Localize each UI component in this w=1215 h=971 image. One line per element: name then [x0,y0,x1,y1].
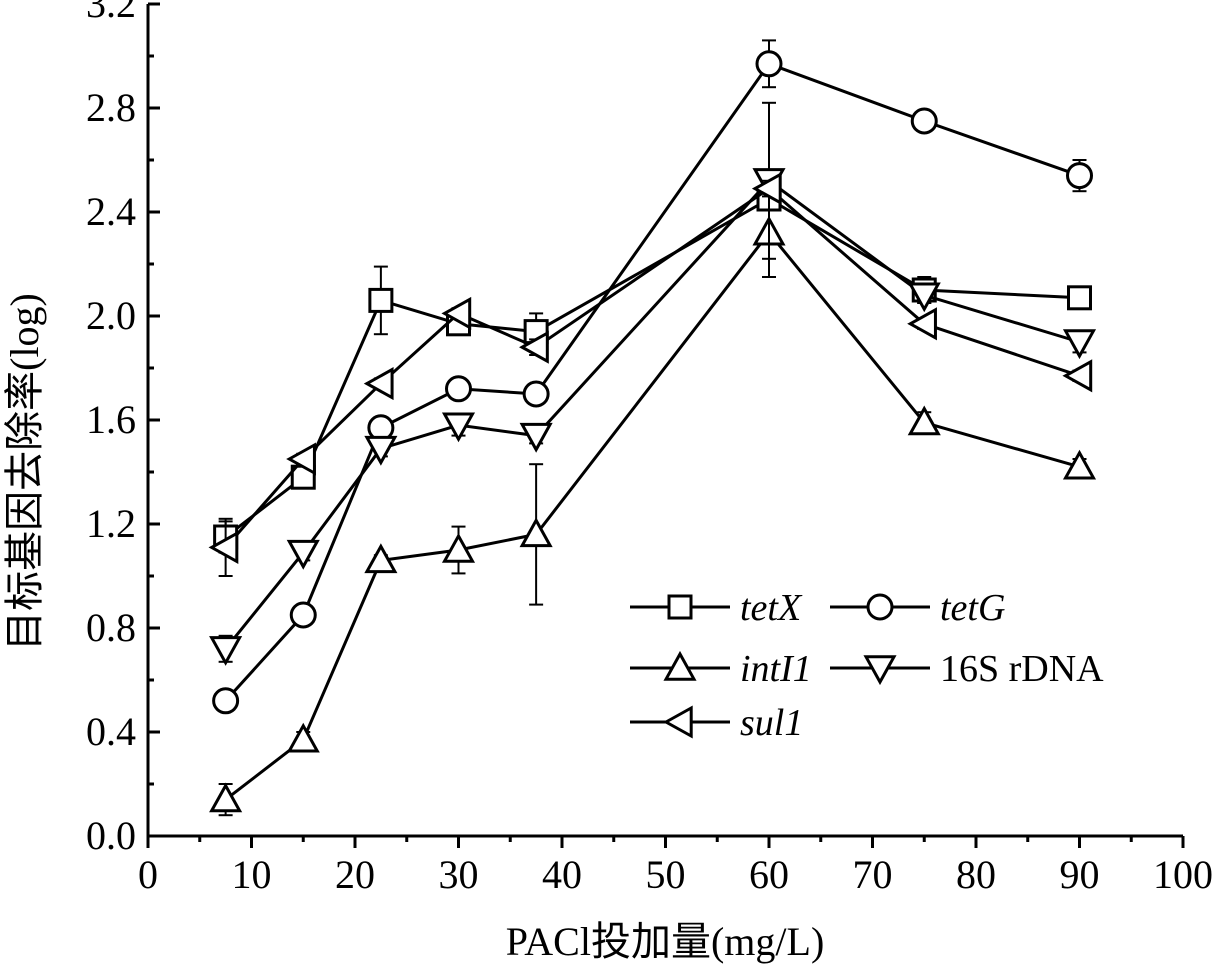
plot-area [208,39,1097,817]
y-tick-label: 0.8 [86,605,136,650]
x-tick-label: 100 [1153,852,1213,897]
data-point-inti1 [907,405,941,436]
x-tick-label: 20 [335,852,375,897]
legend: tetX tetG intI1 16S rDNA sul1 [630,587,1104,744]
y-tick-label: 1.2 [86,501,136,546]
legend-marker [662,705,693,739]
data-point-inti1 [286,722,320,753]
y-tick-label: 3.2 [86,0,136,26]
y-tick-label: 2.8 [86,85,136,130]
data-point-sul1 [751,172,782,206]
series-sul1 [208,172,1093,577]
data-point-16s-rdna [209,636,243,666]
axes: 0.0 0.4 0.8 1.2 1.6 2.0 2.4 2.8 3.2 0 10 20 30 40 50 60… [86,0,1213,897]
data-point-tetg [289,601,317,629]
legend-label: tetX [740,587,803,629]
x-tick-label: 10 [232,852,272,897]
data-point-inti1 [1062,449,1097,480]
data-point-16s-rdna [441,412,476,443]
x-tick-label: 80 [956,852,996,897]
x-tick-label: 50 [646,852,686,897]
legend-item-tetx: tetX [630,587,803,629]
data-point-sul1 [441,296,472,330]
data-point-inti1 [364,543,398,574]
y-tick-label: 2.0 [86,293,136,338]
data-point-tetg [522,380,550,408]
y-tick-label: 1.6 [86,397,136,442]
data-point-tetg [910,107,938,135]
data-point-inti1 [519,517,553,548]
series-tetx [213,186,1092,554]
data-point-tetg [1066,162,1093,190]
data-point-sul1 [519,330,549,364]
data-point-inti1 [209,782,243,813]
data-point-sul1 [1062,359,1093,393]
y-tick-label: 0.4 [86,709,136,754]
data-point-inti1 [441,532,476,563]
x-tick-label: 0 [138,852,158,897]
x-tick-label: 60 [749,852,789,897]
x-tick-label: 40 [542,852,582,897]
legend-marker [663,650,697,681]
data-point-tetg [445,375,472,403]
legend-marker [667,594,693,620]
series-16s-rdna [209,101,1097,666]
y-tick-label: 0.0 [86,813,136,858]
series-line-sul1 [224,186,1080,549]
legend-label: intI1 [740,648,812,690]
data-point-tetx [1067,285,1092,311]
data-point-16s-rdna [364,435,398,466]
series-line-inti1 [224,230,1080,801]
legend-item-inti1: intI1 [630,648,812,690]
legend-marker [866,593,894,621]
series-inti1 [209,187,1097,817]
x-tick-label: 30 [439,852,479,897]
data-point-16s-rdna [286,539,320,570]
x-tick-label: 70 [853,852,893,897]
data-point-16s-rdna [1062,329,1097,360]
legend-item-16s-rdna: 16S rDNA [830,648,1104,690]
data-point-sul1 [208,530,239,564]
legend-item-sul1: sul1 [630,702,803,744]
legend-item-tetg: tetG [830,587,1005,629]
data-point-16s-rdna [519,422,553,453]
legend-label: sul1 [740,702,803,744]
legend-label: 16S rDNA [940,648,1104,690]
data-point-16s-rdna [907,282,941,313]
legend-marker [863,655,897,686]
data-point-sul1 [363,367,394,401]
series-tetg [212,39,1093,715]
series-line-16s-rdna [224,178,1080,650]
x-tick-label: 90 [1060,852,1100,897]
legend-label: tetG [940,587,1005,629]
data-point-tetg [755,50,783,78]
series-line-tetg [224,61,1080,702]
data-point-tetg [212,687,240,715]
x-axis-title: PACl投加量(mg/L) [506,919,825,964]
y-axis-title: 目标基因去除率(log) [2,293,47,651]
data-point-tetx [368,287,394,313]
data-point-sul1 [286,442,316,476]
data-point-sul1 [907,307,937,341]
y-tick-label: 2.4 [86,189,136,234]
